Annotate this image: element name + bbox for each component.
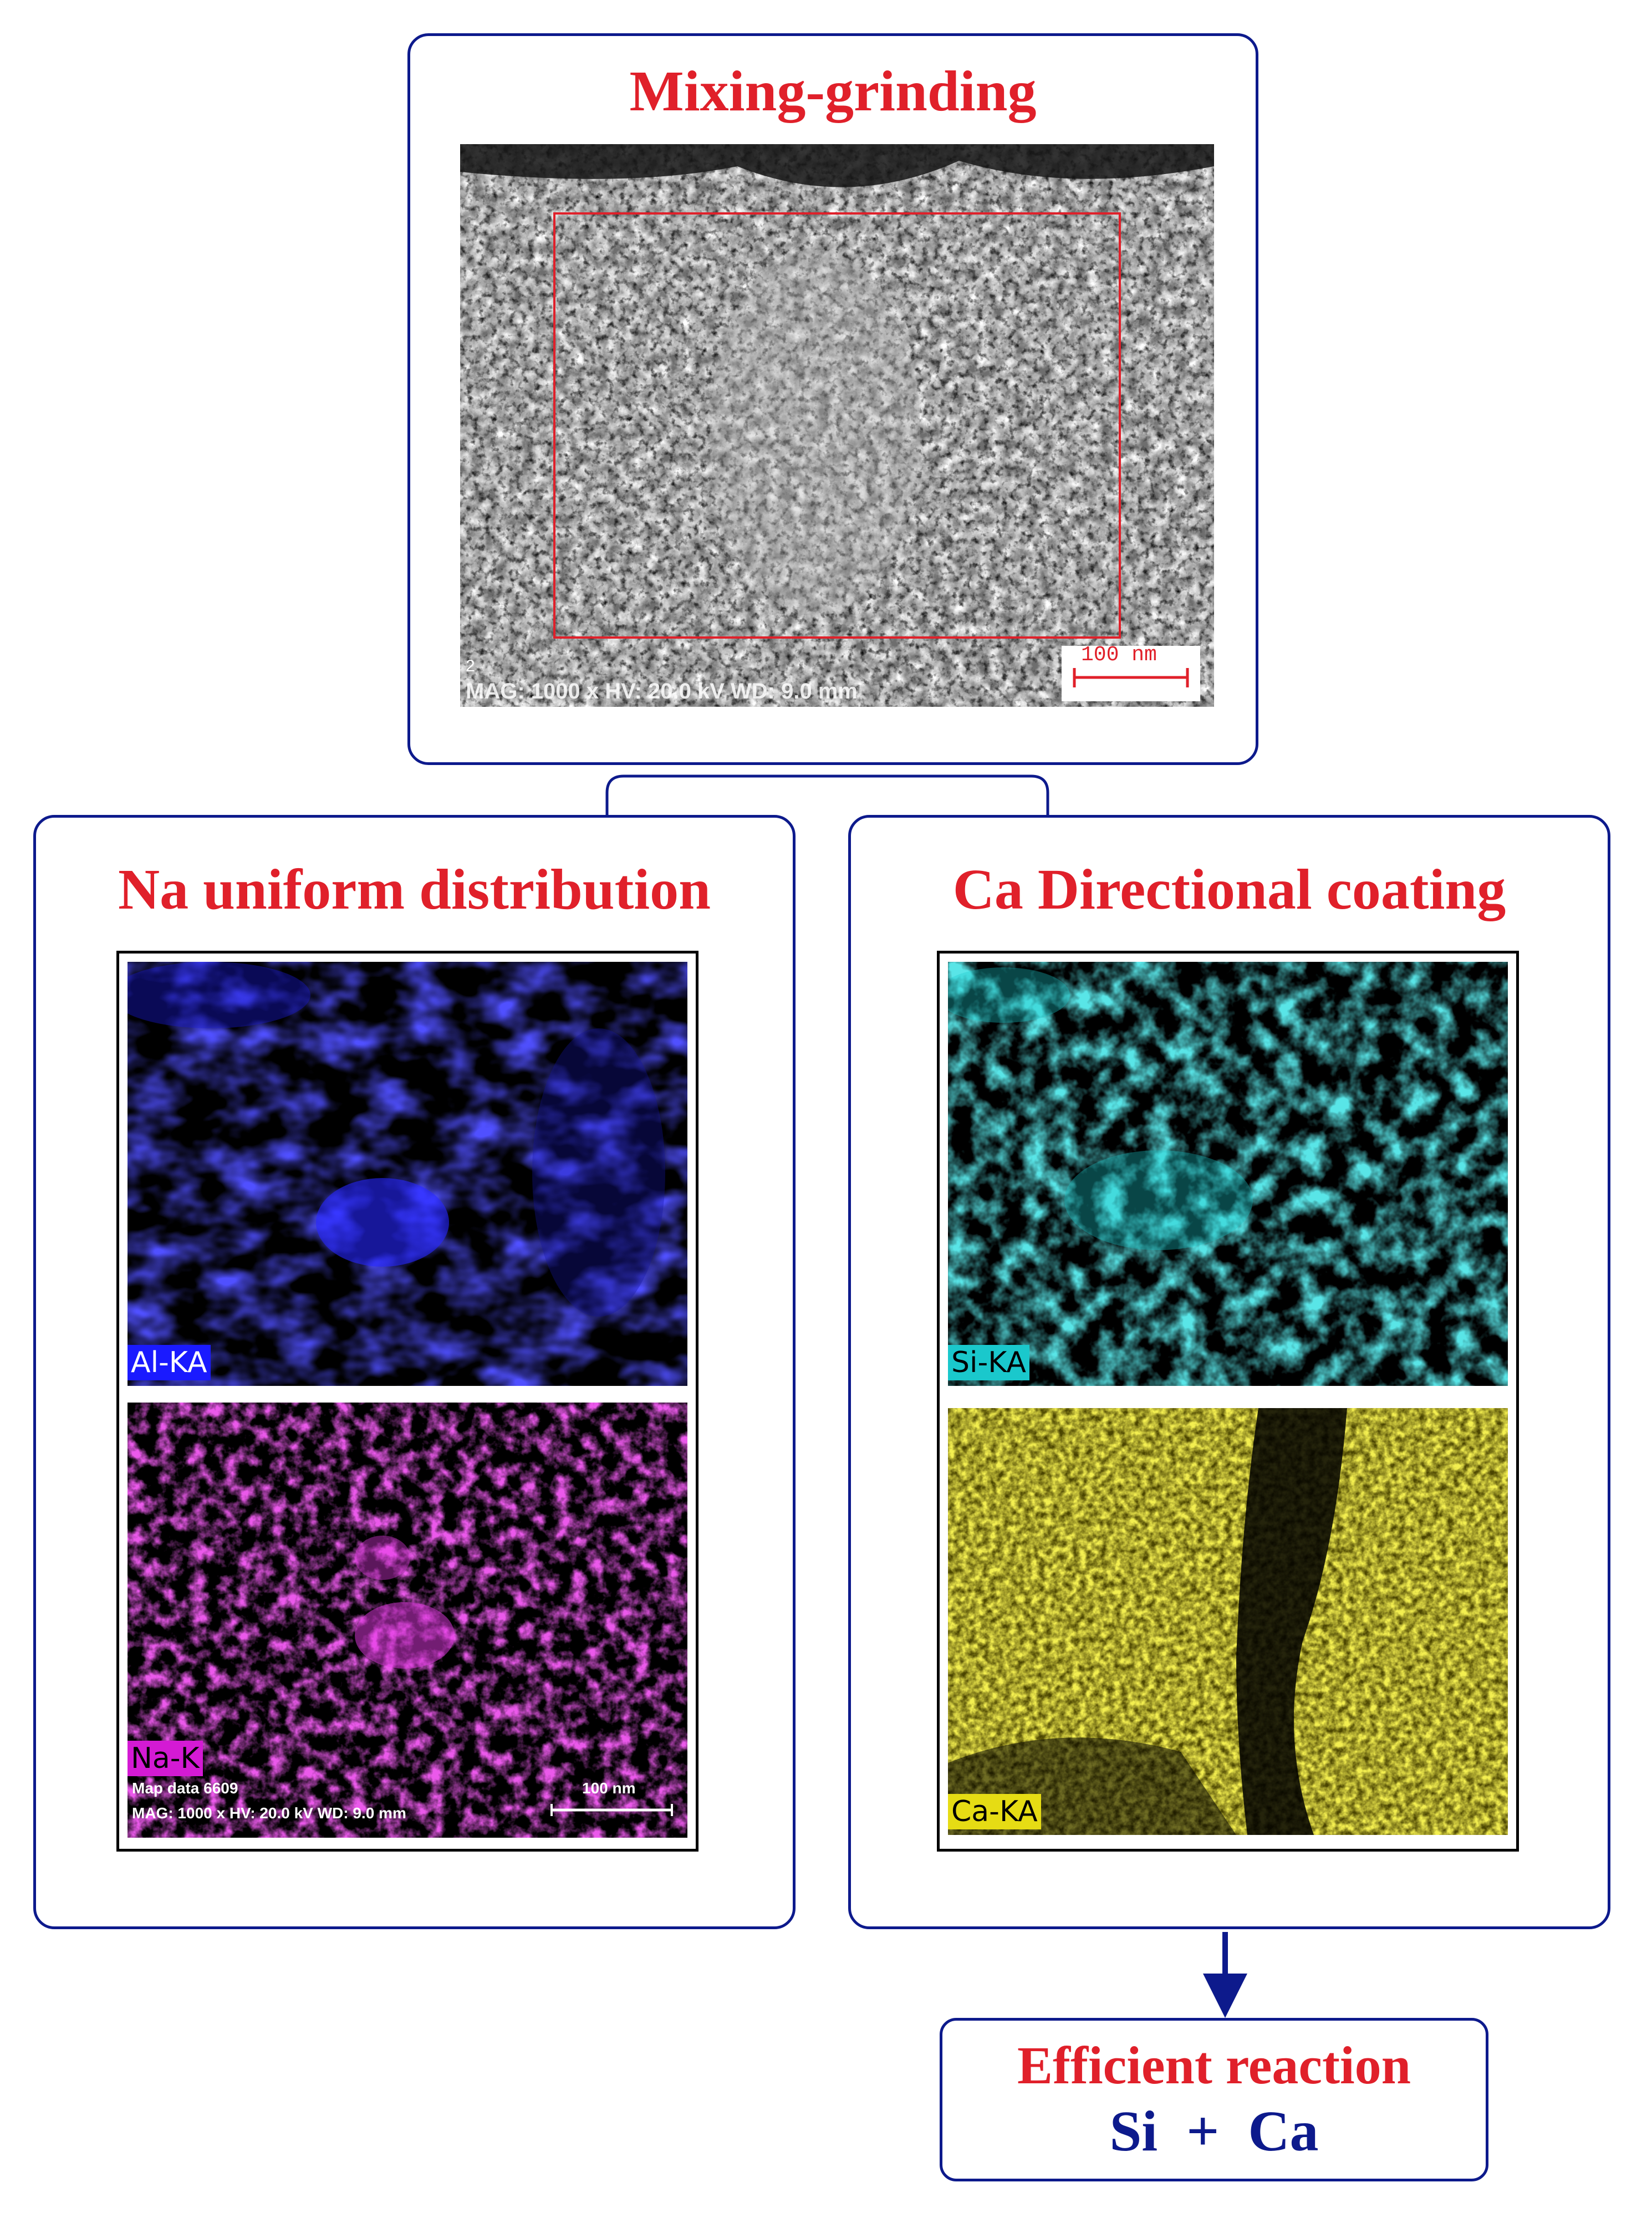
sem-image: 100 nm 2 MAG: 1000 x HV: 20.0 kV WD: 9.0… [460,144,1214,707]
mixing-grinding-title: Mixing-grinding [629,59,1037,123]
image-index: 2 [466,657,475,675]
na-distribution-panel: Na uniform distribution Al-KA [33,815,796,1929]
sem-footer: MAG: 1000 x HV: 20.0 kV WD: 9.0 mm [466,679,858,703]
na-k-map: Na-K Map data 6609 MAG: 1000 x HV: 20.0 … [128,1403,687,1838]
si-ka-label: Si-KA [948,1345,1029,1380]
na-k-label: Na-K [128,1741,203,1776]
left-scalebar-label: 100 nm [582,1780,636,1797]
ca-ka-map: Ca-KA [948,1408,1508,1835]
si-ka-map: Si-KA [948,962,1508,1386]
left-map-footer: MAG: 1000 x HV: 20.0 kV WD: 9.0 mm [132,1804,406,1822]
efficient-reaction-box: Efficient reaction Si + Ca [940,2018,1488,2181]
al-ka-map: Al-KA [128,962,687,1386]
al-ka-label: Al-KA [128,1345,211,1380]
scalebar-label: 100 nm [1081,643,1157,667]
ca-ka-label: Ca-KA [948,1794,1041,1829]
right-map-frame: Si-KA [937,951,1519,1852]
ca-coating-title: Ca Directional coating [952,858,1506,921]
efficient-reaction-line2: Si + Ca [1109,2099,1319,2163]
map-data-label: Map data 6609 [132,1780,238,1797]
ca-coating-panel: Ca Directional coating Si-KA [848,815,1610,1929]
efficient-reaction-line1: Efficient reaction [1017,2036,1411,2095]
na-distribution-title: Na uniform distribution [118,858,711,921]
mixing-grinding-panel: Mixing-grinding 100 [407,33,1258,765]
left-map-frame: Al-KA Na-K Map data 6609 MAG: 1000 x HV:… [116,951,698,1852]
left-scalebar [550,1804,673,1816]
